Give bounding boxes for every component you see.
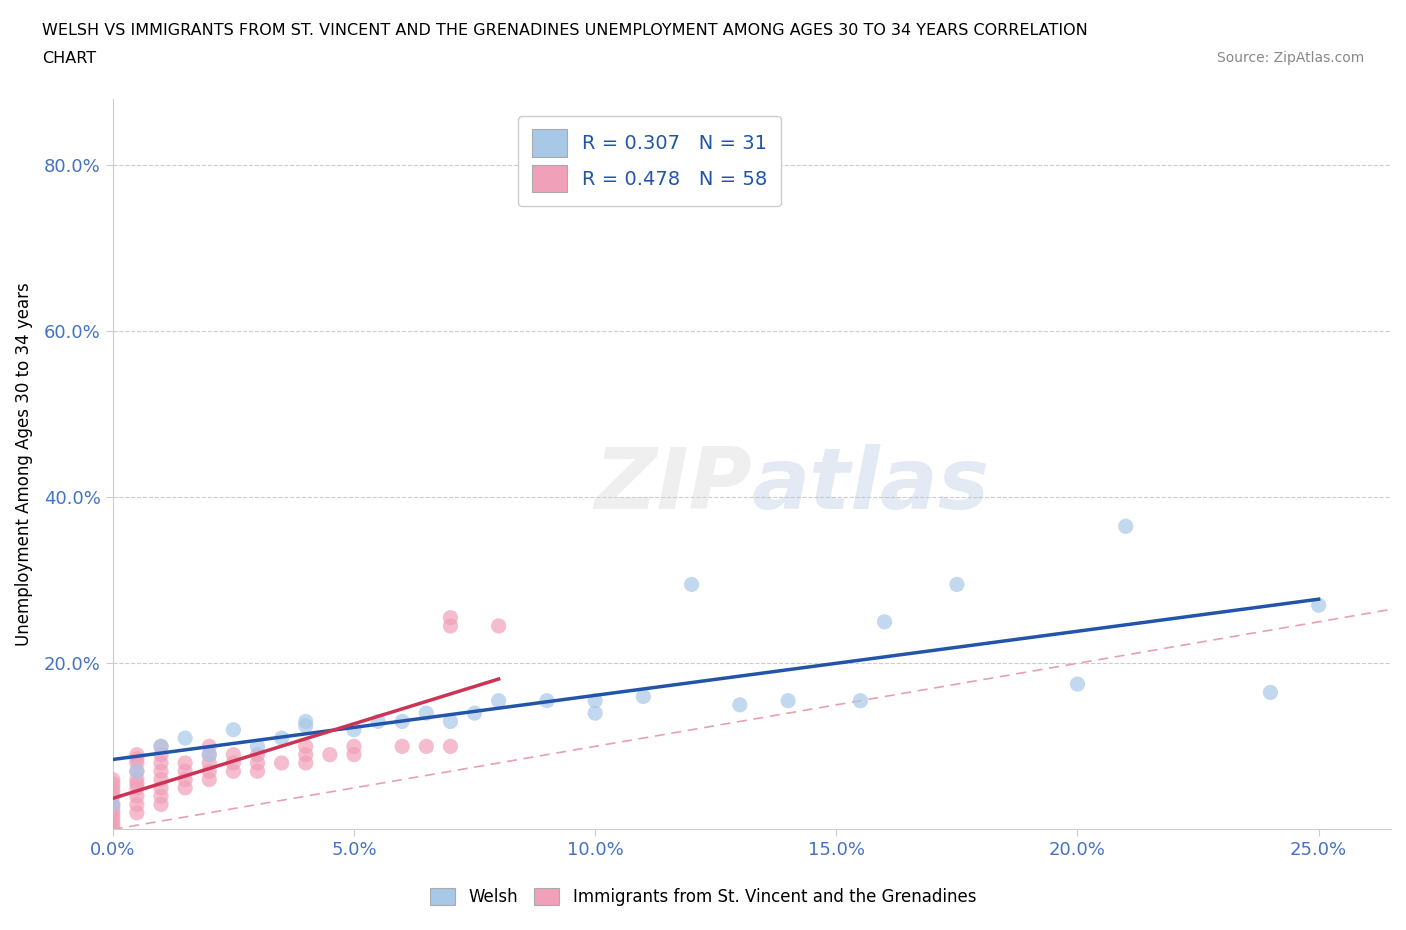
Point (439, 618, 461, 633)
Point (125, 764, 148, 778)
Point (873, 615, 896, 630)
Point (101, 772, 124, 787)
Point (391, 714, 413, 729)
Point (246, 747, 269, 762)
Point (150, 797, 173, 812)
Point (101, 785, 124, 800)
Point (583, 693, 606, 708)
Point (101, 809, 124, 824)
Point (294, 718, 316, 733)
Text: WELSH VS IMMIGRANTS FROM ST. VINCENT AND THE GRENADINES UNEMPLOYMENT AMONG AGES : WELSH VS IMMIGRANTS FROM ST. VINCENT AND… (42, 23, 1088, 38)
Point (439, 714, 461, 729)
Point (246, 739, 269, 754)
Point (270, 731, 292, 746)
Point (101, 822, 124, 837)
Point (198, 747, 221, 762)
Point (198, 755, 221, 770)
Point (150, 739, 173, 754)
Point (1115, 519, 1137, 534)
Point (367, 714, 389, 729)
Point (439, 610, 461, 625)
Point (101, 777, 124, 791)
Point (198, 739, 221, 754)
Point (294, 755, 316, 770)
Point (125, 797, 148, 812)
Point (439, 739, 461, 754)
Point (681, 577, 703, 591)
Legend: Welsh, Immigrants from St. Vincent and the Grenadines: Welsh, Immigrants from St. Vincent and t… (423, 881, 983, 912)
Text: ZIP: ZIP (595, 445, 752, 527)
Point (222, 723, 245, 737)
Point (150, 747, 173, 762)
Point (222, 755, 245, 770)
Point (415, 739, 437, 754)
Point (849, 693, 872, 708)
Point (174, 772, 197, 787)
Text: CHART: CHART (42, 51, 96, 66)
Point (488, 693, 510, 708)
Point (125, 772, 148, 787)
Point (343, 747, 366, 762)
Point (150, 739, 173, 754)
Point (150, 755, 173, 770)
Point (391, 739, 413, 754)
Point (198, 747, 221, 762)
Point (150, 764, 173, 778)
Point (488, 618, 510, 633)
Point (270, 755, 292, 770)
Point (101, 789, 124, 804)
Point (174, 780, 197, 795)
Point (343, 739, 366, 754)
Point (415, 706, 437, 721)
Point (294, 747, 316, 762)
Text: atlas: atlas (752, 445, 990, 527)
Point (198, 772, 221, 787)
Point (174, 731, 197, 746)
Point (125, 755, 148, 770)
Point (464, 706, 486, 721)
Point (101, 802, 124, 817)
Point (150, 772, 173, 787)
Legend: R = 0.307   N = 31, R = 0.478   N = 58: R = 0.307 N = 31, R = 0.478 N = 58 (519, 115, 782, 206)
Point (101, 814, 124, 829)
Point (778, 693, 800, 708)
Point (294, 739, 316, 754)
Point (536, 693, 558, 708)
Point (319, 747, 342, 762)
Point (101, 805, 124, 820)
Point (125, 805, 148, 820)
Point (246, 764, 269, 778)
Point (1260, 685, 1282, 700)
Point (198, 764, 221, 778)
Point (125, 789, 148, 804)
Point (222, 764, 245, 778)
Point (633, 689, 655, 704)
Point (125, 747, 148, 762)
Point (343, 723, 366, 737)
Y-axis label: Unemployment Among Ages 30 to 34 years: Unemployment Among Ages 30 to 34 years (15, 282, 32, 646)
Point (174, 755, 197, 770)
Point (1066, 677, 1088, 692)
Point (101, 797, 124, 812)
Point (222, 747, 245, 762)
Point (728, 698, 751, 712)
Point (946, 577, 969, 591)
Point (174, 764, 197, 778)
Point (125, 777, 148, 791)
Point (294, 714, 316, 729)
Point (101, 780, 124, 795)
Point (150, 780, 173, 795)
Point (101, 817, 124, 832)
Point (1308, 598, 1330, 613)
Point (125, 780, 148, 795)
Point (150, 789, 173, 804)
Text: Source: ZipAtlas.com: Source: ZipAtlas.com (1216, 51, 1364, 65)
Point (583, 706, 606, 721)
Point (246, 755, 269, 770)
Point (125, 751, 148, 766)
Point (125, 764, 148, 778)
Point (101, 797, 124, 812)
